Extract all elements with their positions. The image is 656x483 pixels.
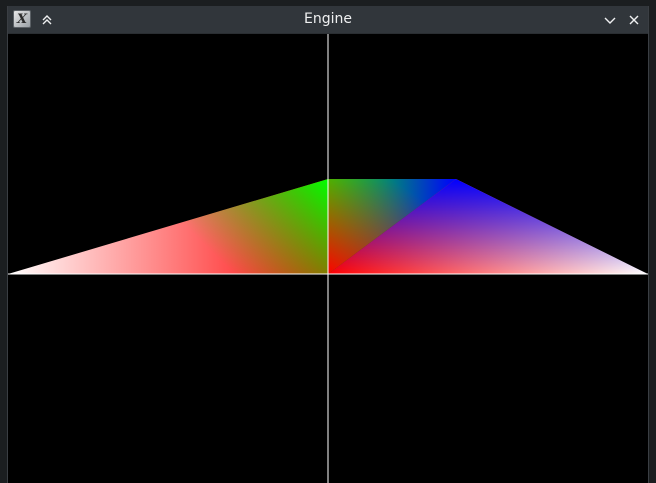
minimize-button[interactable] xyxy=(600,10,620,30)
keep-above-button[interactable] xyxy=(37,10,57,30)
scene-canvas xyxy=(8,34,648,483)
left-triangle xyxy=(8,179,328,274)
render-viewport[interactable] xyxy=(8,34,648,483)
right-triangle xyxy=(328,179,648,274)
chevron-down-icon xyxy=(603,13,617,27)
app-window: X Engine xyxy=(7,6,649,483)
close-icon xyxy=(627,13,641,27)
title-bar[interactable]: X Engine xyxy=(8,6,648,34)
window-title: Engine xyxy=(304,11,352,27)
close-button[interactable] xyxy=(624,10,644,30)
chevrons-up-icon xyxy=(40,13,54,27)
app-icon-glyph: X xyxy=(16,11,28,27)
x-app-icon[interactable]: X xyxy=(13,10,31,28)
